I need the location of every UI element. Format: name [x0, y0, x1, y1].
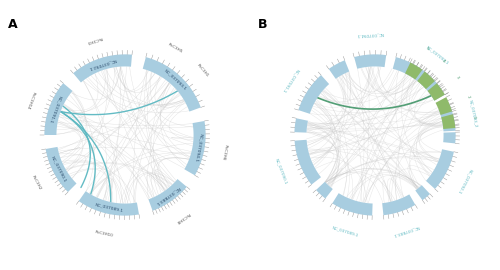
- Text: 4: 4: [442, 59, 446, 64]
- Polygon shape: [148, 179, 187, 211]
- Polygon shape: [438, 105, 456, 131]
- Text: NC_037093.1: NC_037093.1: [425, 46, 449, 66]
- Text: 5: 5: [425, 46, 429, 51]
- Polygon shape: [73, 54, 132, 83]
- Text: 2: 2: [466, 95, 471, 99]
- Polygon shape: [44, 83, 72, 135]
- Text: NC_037091.1: NC_037091.1: [48, 95, 62, 124]
- Polygon shape: [316, 182, 333, 198]
- Text: NC_037093_2: NC_037093_2: [468, 100, 478, 129]
- Polygon shape: [354, 54, 386, 69]
- Text: NC_037090.1: NC_037090.1: [274, 158, 287, 185]
- Text: RcC3H6: RcC3H6: [221, 144, 228, 161]
- Text: RcC3H8: RcC3H8: [175, 211, 190, 224]
- Polygon shape: [298, 75, 329, 114]
- Polygon shape: [405, 63, 422, 80]
- Polygon shape: [441, 114, 456, 129]
- Polygon shape: [436, 97, 452, 115]
- Polygon shape: [184, 121, 206, 175]
- Text: NC_037090.1: NC_037090.1: [50, 156, 68, 183]
- Text: NC_037094.1: NC_037094.1: [194, 133, 203, 163]
- Polygon shape: [294, 140, 321, 185]
- Text: NC_037094.1: NC_037094.1: [356, 32, 384, 37]
- Polygon shape: [428, 83, 445, 101]
- Text: RcC3H1: RcC3H1: [196, 63, 209, 78]
- Text: RcC3H14: RcC3H14: [25, 91, 35, 110]
- Text: NC_037883.1: NC_037883.1: [154, 186, 181, 206]
- Text: RcC3H5: RcC3H5: [168, 42, 184, 53]
- Text: RcC3H2: RcC3H2: [30, 174, 42, 190]
- Text: NC_037089.1: NC_037089.1: [332, 225, 359, 237]
- Text: RcC3H10: RcC3H10: [94, 230, 114, 238]
- Polygon shape: [332, 193, 372, 216]
- Polygon shape: [46, 147, 76, 192]
- Polygon shape: [328, 60, 349, 79]
- Text: NC_037092.1: NC_037092.1: [457, 168, 473, 194]
- Text: NC_037093.1: NC_037093.1: [164, 69, 188, 91]
- Text: NC_037091.1: NC_037091.1: [282, 68, 300, 93]
- Polygon shape: [382, 194, 416, 215]
- Text: NC_037092.1: NC_037092.1: [88, 58, 117, 70]
- Text: RcC3H3: RcC3H3: [86, 35, 102, 43]
- Polygon shape: [443, 132, 456, 143]
- Text: NC_037883.1: NC_037883.1: [392, 225, 420, 237]
- Polygon shape: [78, 191, 139, 216]
- Polygon shape: [294, 118, 308, 133]
- Text: B: B: [258, 18, 268, 31]
- Text: 3: 3: [455, 75, 460, 79]
- Text: NC_037089.1: NC_037089.1: [94, 203, 124, 213]
- Text: 1: 1: [472, 116, 476, 119]
- Text: A: A: [8, 18, 18, 31]
- Polygon shape: [392, 57, 445, 101]
- Polygon shape: [416, 185, 430, 200]
- Polygon shape: [417, 72, 435, 89]
- Polygon shape: [142, 57, 201, 112]
- Polygon shape: [426, 149, 454, 189]
